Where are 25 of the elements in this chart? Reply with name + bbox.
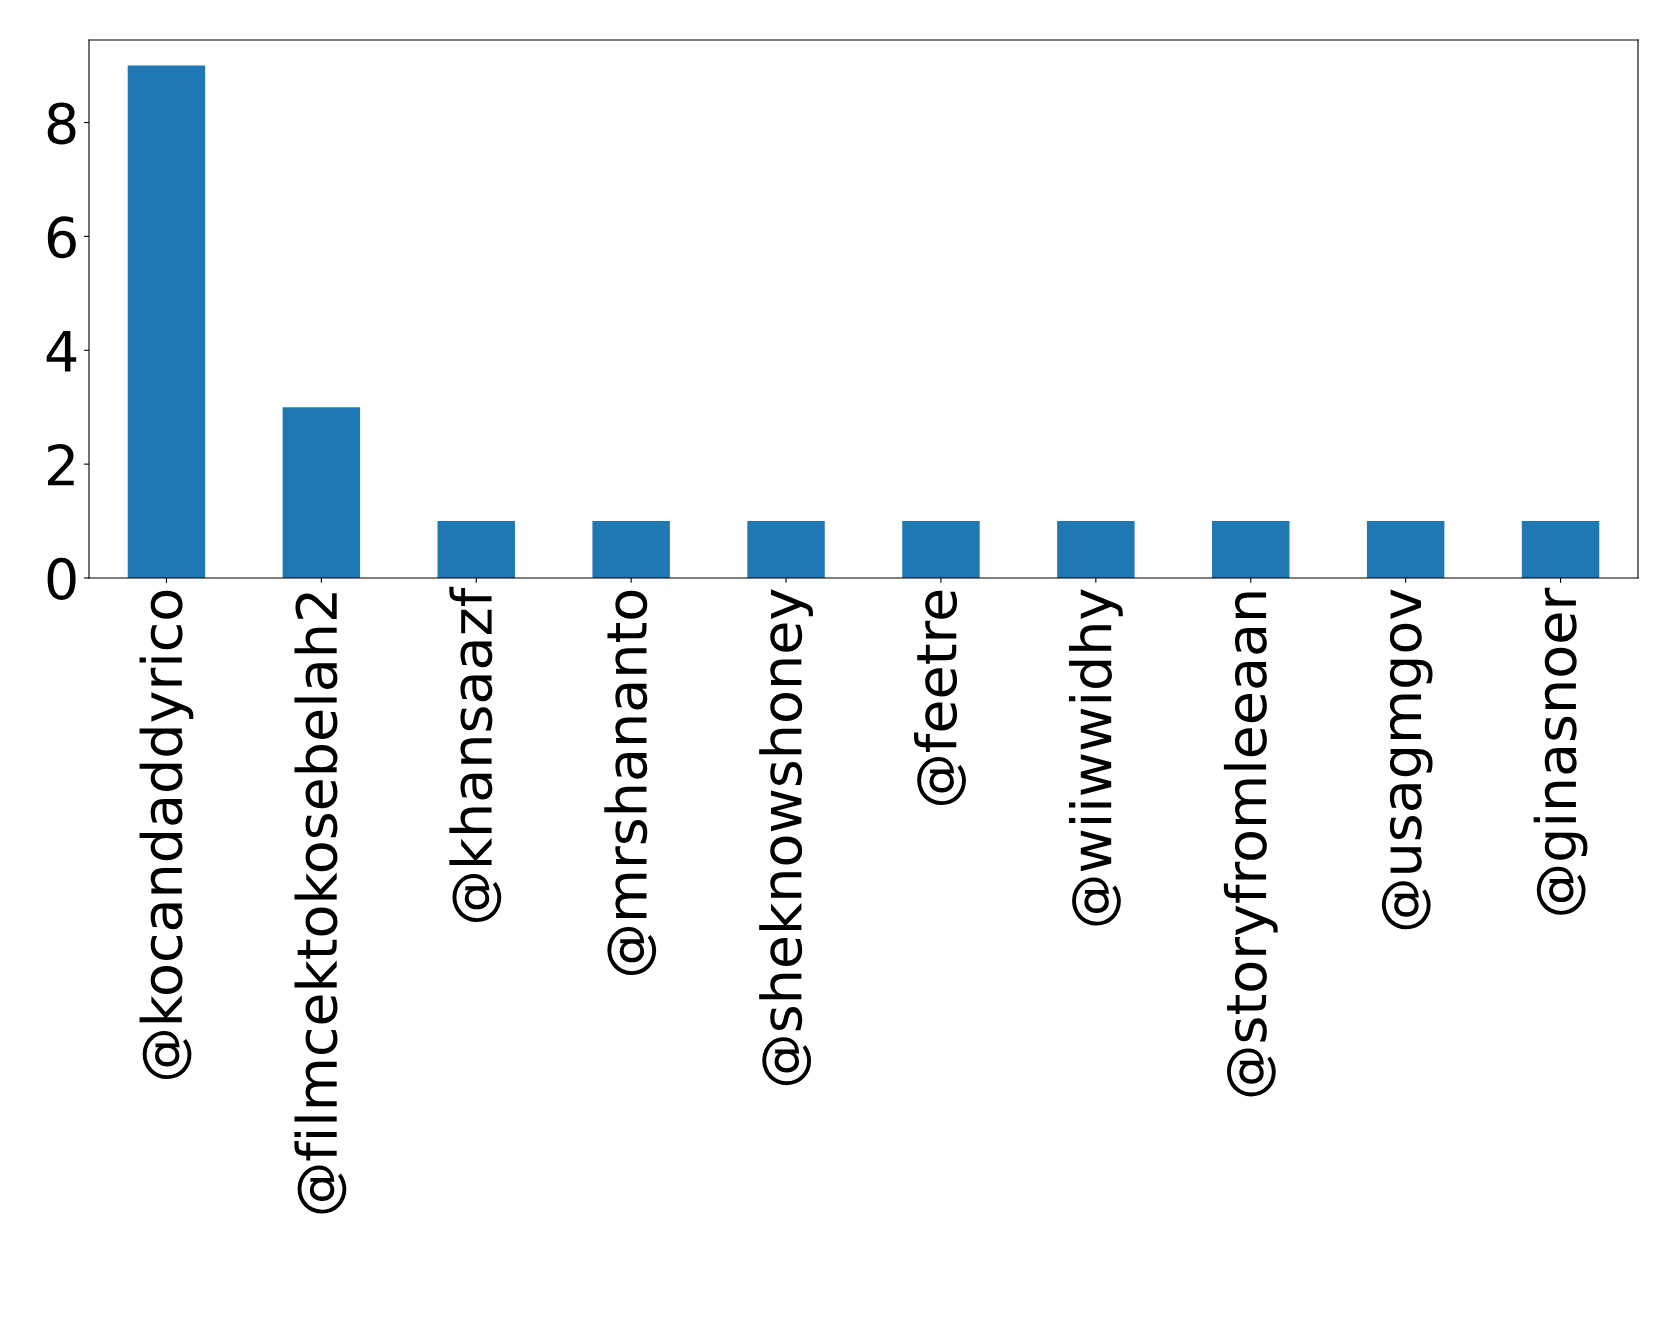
- y-tick-label: 8: [47, 102, 76, 145]
- x-tick-label: @sheknowshoney: [759, 589, 813, 1086]
- x-tick-label: @feetre: [914, 590, 966, 806]
- x-tick-label: @storyfromleeaan: [1223, 592, 1278, 1097]
- x-tick-label: @usagmgov: [1381, 589, 1433, 930]
- y-tick-label: 4: [46, 330, 77, 372]
- bar: [1366, 521, 1445, 578]
- bar: [282, 407, 361, 578]
- bar: [1212, 521, 1290, 578]
- x-tick-label: @khansaazf: [449, 586, 502, 922]
- y-tick-label: 2: [48, 444, 74, 486]
- y-tick-label: 6: [47, 216, 76, 259]
- y-tick-label: 0: [47, 557, 76, 600]
- bar: [1057, 521, 1135, 578]
- bar: [437, 521, 515, 578]
- bar: [592, 521, 670, 578]
- x-tick-label: @kocandaddyrico: [139, 590, 194, 1080]
- x-tick-label: @filmcektokosebelah2: [294, 593, 347, 1214]
- bar: [747, 521, 825, 578]
- x-tick-label: @wiiwwidhy: [1068, 589, 1123, 926]
- x-tick-label: @mrshananto: [604, 590, 657, 975]
- bar: [127, 65, 206, 578]
- x-tick-label: @ginasnoer: [1533, 587, 1588, 915]
- bar: [1521, 521, 1600, 578]
- bar: [902, 521, 980, 578]
